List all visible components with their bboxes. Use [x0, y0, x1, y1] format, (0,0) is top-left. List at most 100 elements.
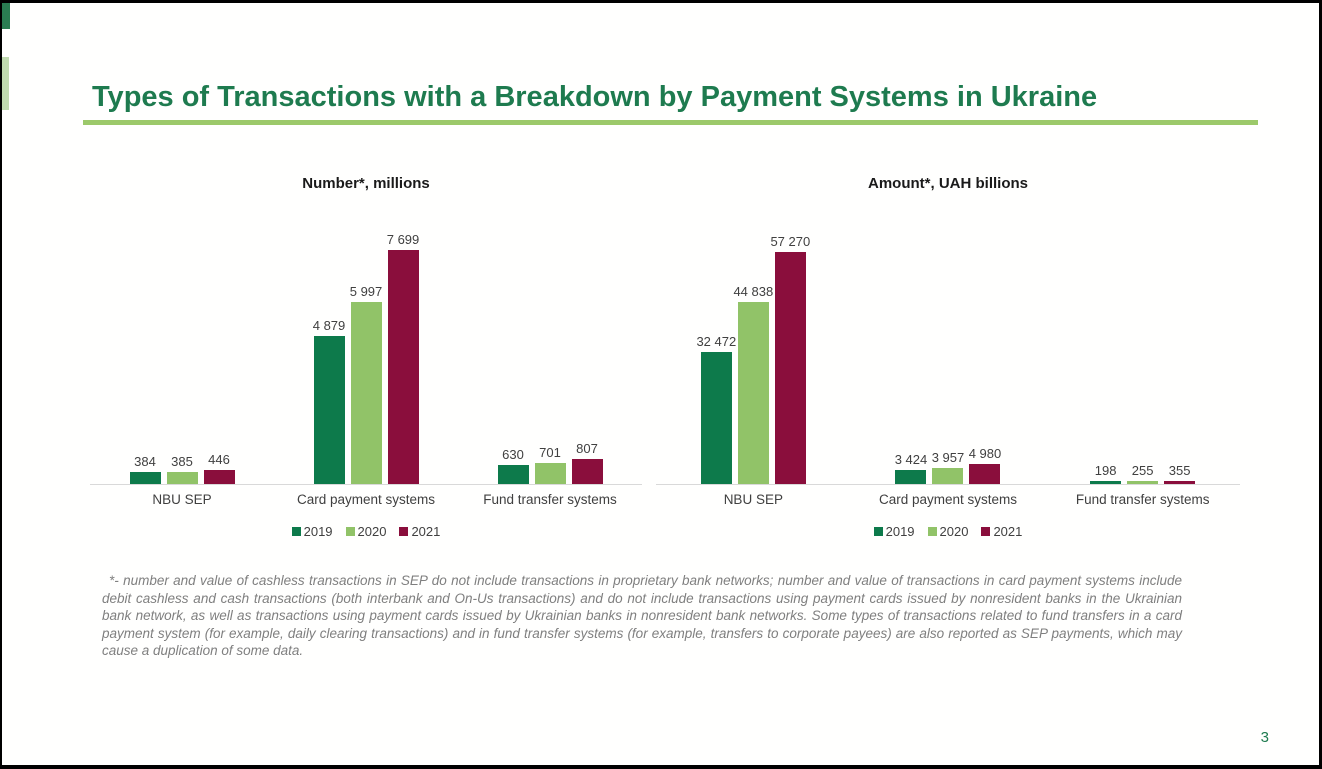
bar-value-label: 255 [1131, 463, 1154, 478]
legend-swatch-icon [981, 527, 991, 536]
bar-value-label: 5 997 [349, 284, 383, 299]
bar-2019-nbu-sep [129, 472, 161, 484]
bar-group-fund-transfer-systems: 630 701 807 [497, 441, 603, 484]
bar-2019-fund-transfer-systems [497, 465, 529, 484]
slide: Types of Transactions with a Breakdown b… [2, 3, 1319, 765]
legend-swatch-icon [399, 527, 409, 536]
bar-value-label: 4 879 [312, 318, 346, 333]
category-label-fund-transfer-systems: Fund transfer systems [1075, 492, 1210, 507]
title-underline [83, 120, 1258, 125]
bar-wrap: 198 [1090, 463, 1122, 484]
legend-label: 2019 [885, 524, 915, 539]
legend-label: 2020 [939, 524, 969, 539]
category-label-nbu-sep: NBU SEP [152, 492, 212, 507]
number-chart: Number*, millions 384 385 446 4 879 5 997 7 69… [90, 168, 642, 539]
bar-value-label: 198 [1094, 463, 1117, 478]
bar-group-card-payment-systems: 3 424 3 957 4 980 [895, 446, 1001, 484]
bar-group-nbu-sep: 384 385 446 [129, 452, 235, 484]
bar-value-label: 384 [134, 454, 156, 469]
bar-value-label: 3 957 [931, 450, 965, 465]
bar-2019-card-payment-systems [895, 470, 927, 484]
plot-area: 32 472 44 838 57 270 3 424 3 957 4 980 198 255 3… [656, 234, 1240, 485]
bar-wrap: 4 980 [969, 446, 1001, 484]
category-axis: NBU SEP Card payment systems Fund transfer… [656, 492, 1240, 507]
legend-label: 2019 [303, 524, 333, 539]
bar-value-label: 355 [1168, 463, 1191, 478]
plot-area: 384 385 446 4 879 5 997 7 699 630 701 807 [90, 232, 642, 485]
category-axis: NBU SEP Card payment systems Fund transfer… [90, 492, 642, 507]
bar-2021-nbu-sep [774, 252, 806, 484]
bar-2021-card-payment-systems [969, 464, 1001, 484]
bar-value-label: 7 699 [386, 232, 420, 247]
legend: 2019 2020 2021 [90, 524, 642, 539]
bar-2020-card-payment-systems [350, 302, 382, 484]
legend-swatch-icon [345, 527, 355, 536]
bar-wrap: 32 472 [696, 334, 736, 484]
bar-wrap: 4 879 [313, 318, 345, 484]
bar-2021-card-payment-systems [387, 250, 419, 484]
edge-accent-bar [2, 57, 9, 110]
bar-wrap: 3 957 [932, 450, 964, 484]
legend: 2019 2020 2021 [656, 524, 1240, 539]
category-label-nbu-sep: NBU SEP [723, 492, 783, 507]
category-label-fund-transfer-systems: Fund transfer systems [483, 492, 617, 507]
bar-value-label: 44 838 [733, 284, 774, 299]
bar-2020-card-payment-systems [932, 468, 964, 484]
corner-accent-bar [2, 3, 10, 29]
bar-wrap: 385 [166, 454, 198, 484]
bar-2021-fund-transfer-systems [1164, 481, 1196, 484]
bar-wrap: 807 [571, 441, 603, 484]
page-number: 3 [1260, 729, 1269, 746]
bar-wrap: 701 [534, 445, 566, 484]
legend-item-2019: 2019 [291, 524, 333, 539]
bar-value-label: 32 472 [696, 334, 737, 349]
bar-wrap: 7 699 [387, 232, 419, 484]
bar-wrap: 630 [497, 447, 529, 484]
legend-swatch-icon [291, 527, 301, 536]
bar-wrap: 384 [129, 454, 161, 484]
bar-2021-fund-transfer-systems [571, 459, 603, 484]
chart-title: Number*, millions [302, 175, 430, 192]
bar-wrap: 255 [1127, 463, 1159, 484]
legend-item-2020: 2020 [927, 524, 969, 539]
bar-wrap: 57 270 [770, 234, 810, 484]
bar-wrap: 44 838 [733, 284, 773, 484]
bar-2020-fund-transfer-systems [1127, 481, 1159, 484]
bar-2019-fund-transfer-systems [1090, 481, 1122, 484]
bar-wrap: 5 997 [350, 284, 382, 484]
bar-2021-nbu-sep [203, 470, 235, 484]
footnote: *- number and value of cashless transact… [102, 573, 1182, 659]
legend-label: 2021 [411, 524, 441, 539]
legend-item-2021: 2021 [981, 524, 1022, 539]
bar-group-fund-transfer-systems: 198 255 355 [1090, 463, 1196, 484]
bar-wrap: 355 [1164, 463, 1196, 484]
bar-2019-nbu-sep [700, 352, 732, 484]
category-label-card-payment-systems: Card payment systems [296, 492, 436, 507]
bar-2020-fund-transfer-systems [534, 463, 566, 484]
bar-value-label: 4 980 [968, 446, 1002, 461]
charts-row: Number*, millions 384 385 446 4 879 5 997 7 69… [90, 168, 1272, 539]
category-label-card-payment-systems: Card payment systems [878, 492, 1018, 507]
bar-value-label: 630 [502, 447, 524, 462]
slide-title: Types of Transactions with a Breakdown b… [92, 81, 1098, 113]
chart-title: Amount*, UAH billions [868, 175, 1028, 192]
legend-swatch-icon [873, 527, 883, 536]
legend-item-2020: 2020 [345, 524, 387, 539]
bar-value-label: 446 [208, 452, 230, 467]
bar-group-card-payment-systems: 4 879 5 997 7 699 [313, 232, 419, 484]
bar-wrap: 3 424 [895, 452, 927, 484]
bar-value-label: 385 [171, 454, 193, 469]
legend-label: 2021 [993, 524, 1023, 539]
bar-2020-nbu-sep [166, 472, 198, 484]
bar-2020-nbu-sep [737, 302, 769, 484]
bar-value-label: 701 [539, 445, 561, 460]
legend-swatch-icon [927, 527, 937, 536]
bar-wrap: 446 [203, 452, 235, 484]
legend-item-2019: 2019 [873, 524, 915, 539]
bar-2019-card-payment-systems [313, 336, 345, 484]
legend-label: 2020 [357, 524, 387, 539]
legend-item-2021: 2021 [399, 524, 440, 539]
amount-chart: Amount*, UAH billions 32 472 44 838 57 270 3… [656, 168, 1240, 539]
bar-value-label: 807 [576, 441, 598, 456]
